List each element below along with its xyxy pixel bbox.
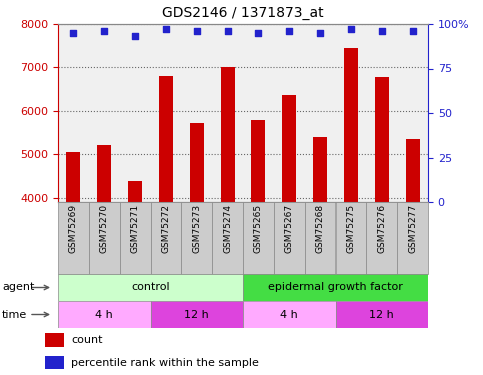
Point bbox=[347, 26, 355, 32]
Bar bbox=[243, 202, 274, 274]
Text: 4 h: 4 h bbox=[95, 309, 113, 320]
Text: count: count bbox=[71, 335, 103, 345]
Bar bbox=[375, 77, 389, 202]
Bar bbox=[366, 202, 397, 274]
Bar bbox=[221, 67, 235, 202]
Bar bbox=[181, 202, 212, 274]
Bar bbox=[120, 202, 151, 274]
Text: GSM75271: GSM75271 bbox=[130, 204, 140, 253]
Bar bbox=[58, 274, 243, 301]
Bar bbox=[212, 202, 243, 274]
Bar bbox=[151, 301, 243, 328]
Bar bbox=[243, 301, 336, 328]
Bar bbox=[128, 181, 142, 202]
Text: 12 h: 12 h bbox=[369, 309, 394, 320]
Bar bbox=[313, 137, 327, 202]
Text: GSM75277: GSM75277 bbox=[408, 204, 417, 253]
Bar bbox=[151, 202, 181, 274]
Text: GSM75270: GSM75270 bbox=[100, 204, 109, 253]
Text: agent: agent bbox=[2, 282, 34, 292]
Text: GSM75274: GSM75274 bbox=[223, 204, 232, 253]
Bar bbox=[58, 301, 151, 328]
Bar bbox=[89, 202, 120, 274]
Text: epidermal growth factor: epidermal growth factor bbox=[268, 282, 403, 292]
Bar bbox=[336, 301, 428, 328]
Bar bbox=[67, 152, 80, 202]
Bar bbox=[97, 145, 111, 202]
Text: percentile rank within the sample: percentile rank within the sample bbox=[71, 358, 259, 368]
Text: GSM75268: GSM75268 bbox=[315, 204, 325, 253]
Text: GSM75275: GSM75275 bbox=[346, 204, 355, 253]
Bar bbox=[45, 356, 64, 369]
Point bbox=[255, 30, 262, 36]
Text: time: time bbox=[2, 309, 27, 320]
Text: GSM75272: GSM75272 bbox=[161, 204, 170, 253]
Bar bbox=[58, 202, 89, 274]
Bar bbox=[190, 123, 204, 202]
Bar bbox=[274, 202, 305, 274]
Bar bbox=[252, 120, 265, 202]
Text: GSM75276: GSM75276 bbox=[377, 204, 386, 253]
Point bbox=[100, 28, 108, 34]
Point bbox=[409, 28, 416, 34]
Point bbox=[131, 33, 139, 39]
Bar bbox=[282, 95, 296, 202]
Bar bbox=[397, 202, 428, 274]
Text: GSM75269: GSM75269 bbox=[69, 204, 78, 253]
Text: 12 h: 12 h bbox=[185, 309, 209, 320]
Bar bbox=[305, 202, 336, 274]
Title: GDS2146 / 1371873_at: GDS2146 / 1371873_at bbox=[162, 6, 324, 20]
Point bbox=[285, 28, 293, 34]
Text: GSM75265: GSM75265 bbox=[254, 204, 263, 253]
Point bbox=[193, 28, 200, 34]
Point bbox=[378, 28, 385, 34]
Text: GSM75273: GSM75273 bbox=[192, 204, 201, 253]
Point bbox=[316, 30, 324, 36]
Point bbox=[162, 26, 170, 32]
Point bbox=[224, 28, 231, 34]
Point bbox=[70, 30, 77, 36]
Text: control: control bbox=[131, 282, 170, 292]
Bar bbox=[406, 139, 420, 202]
Bar bbox=[159, 76, 173, 202]
Text: GSM75267: GSM75267 bbox=[285, 204, 294, 253]
Bar bbox=[336, 202, 366, 274]
Bar bbox=[344, 48, 358, 202]
Text: 4 h: 4 h bbox=[280, 309, 298, 320]
Bar bbox=[243, 274, 428, 301]
Bar bbox=[45, 333, 64, 347]
